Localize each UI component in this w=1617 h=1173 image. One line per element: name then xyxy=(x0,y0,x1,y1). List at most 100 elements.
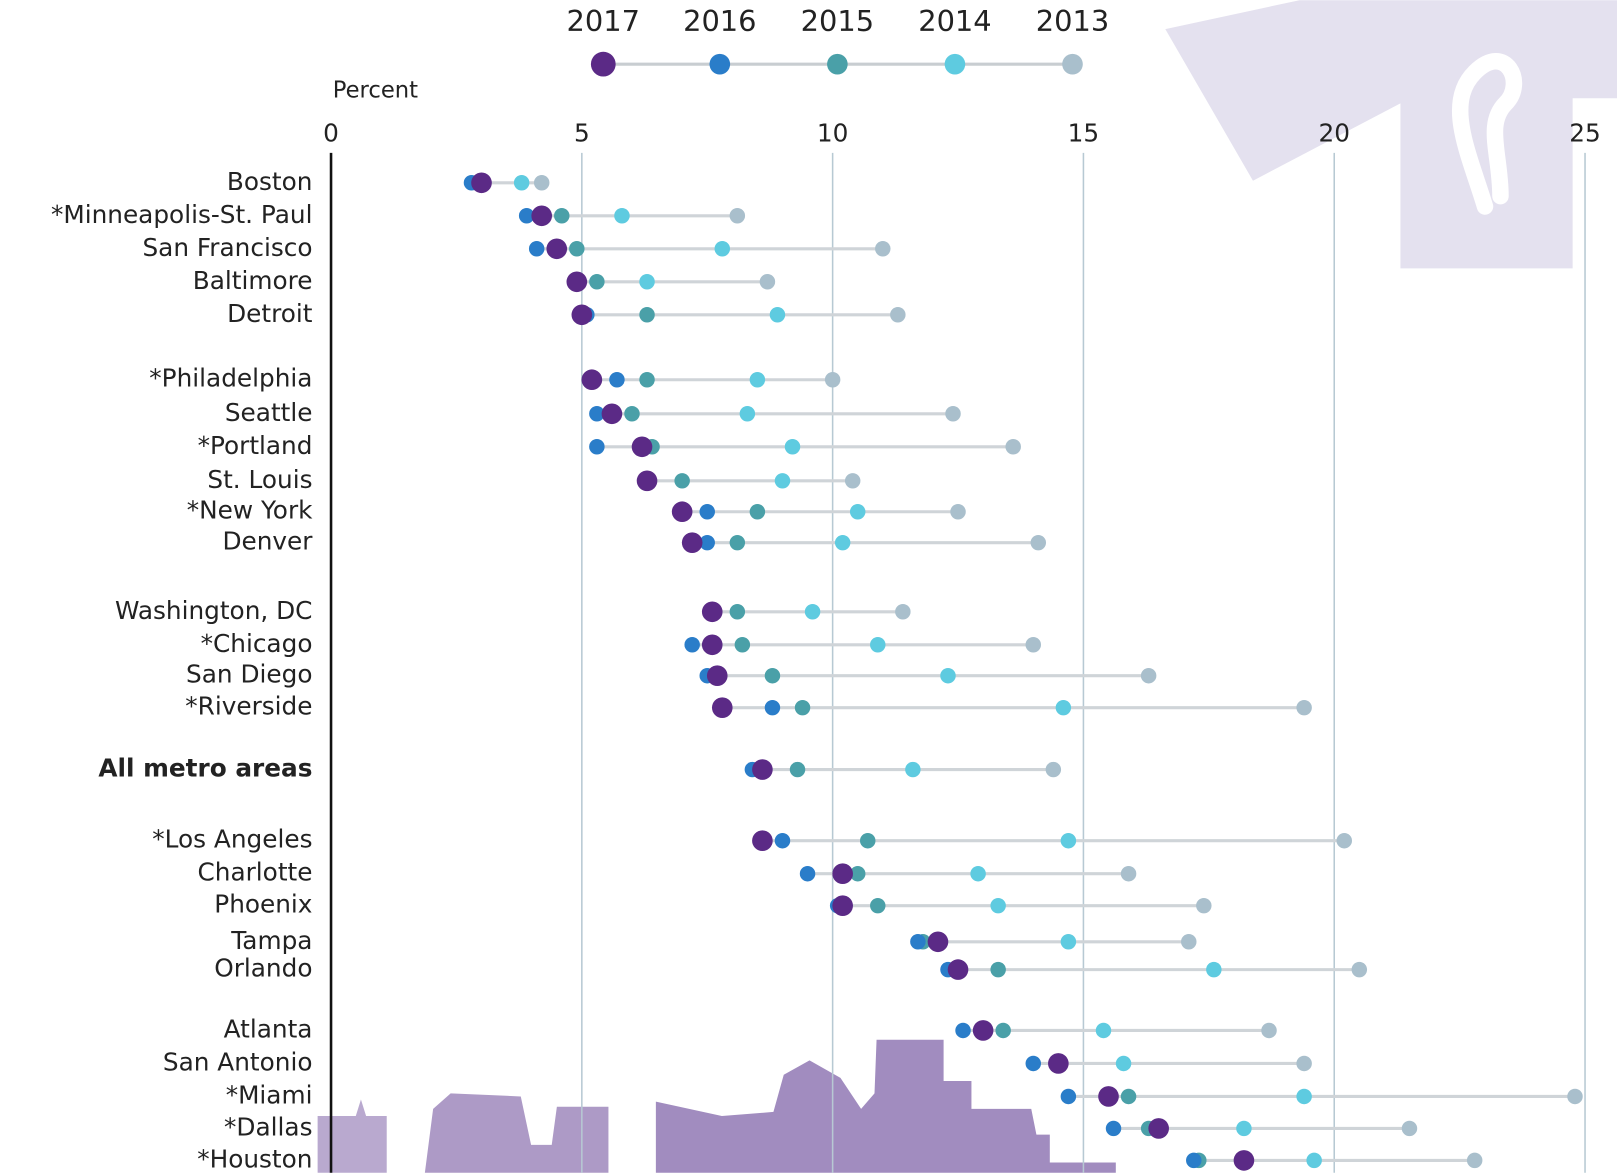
dot xyxy=(870,637,885,652)
dot xyxy=(602,403,623,424)
dot xyxy=(995,1023,1010,1038)
dot xyxy=(760,274,775,289)
category-label: *Dallas xyxy=(224,1112,312,1141)
dot xyxy=(1148,1118,1169,1139)
dot xyxy=(707,665,728,686)
dot xyxy=(715,241,730,256)
dot xyxy=(554,208,569,223)
dot xyxy=(870,898,885,913)
dot xyxy=(973,1020,994,1041)
category-label: *Portland xyxy=(198,431,313,460)
dot xyxy=(1306,1153,1321,1168)
dot xyxy=(674,473,689,488)
dot xyxy=(639,307,654,322)
dot xyxy=(1206,962,1221,977)
dot xyxy=(609,372,624,387)
dot xyxy=(702,634,723,655)
dot xyxy=(795,700,810,715)
dot xyxy=(875,241,890,256)
dot xyxy=(589,274,604,289)
dot xyxy=(940,668,955,683)
category-label: Phoenix xyxy=(214,890,312,919)
dot xyxy=(752,759,773,780)
category-label: *New York xyxy=(187,496,313,525)
dot xyxy=(832,863,853,884)
legend-dot xyxy=(945,54,966,75)
dot xyxy=(1296,700,1311,715)
dot xyxy=(805,604,820,619)
category-label: *Chicago xyxy=(201,629,313,658)
dot xyxy=(672,501,693,522)
category-label: San Antonio xyxy=(163,1047,313,1076)
dot xyxy=(1186,1153,1201,1168)
dot xyxy=(1046,762,1061,777)
dot xyxy=(832,895,853,916)
dot xyxy=(1236,1121,1251,1136)
dot xyxy=(1061,833,1076,848)
category-label: Detroit xyxy=(227,299,313,328)
dot xyxy=(752,830,773,851)
dot xyxy=(712,697,733,718)
dot xyxy=(682,532,703,553)
category-label: San Francisco xyxy=(142,233,312,262)
dot xyxy=(765,700,780,715)
dot xyxy=(1026,637,1041,652)
dot xyxy=(800,866,815,881)
dot xyxy=(1181,934,1196,949)
dot xyxy=(1031,535,1046,550)
dot xyxy=(534,175,549,190)
dot xyxy=(1061,1089,1076,1104)
background-decoration xyxy=(318,0,1617,1173)
dot xyxy=(1048,1053,1069,1074)
dot xyxy=(955,1023,970,1038)
legend-label: 2014 xyxy=(918,4,991,38)
dot xyxy=(1121,866,1136,881)
dot xyxy=(1352,962,1367,977)
dot xyxy=(890,307,905,322)
dot xyxy=(639,372,654,387)
dot xyxy=(1116,1056,1131,1071)
dot xyxy=(1098,1086,1119,1107)
dot xyxy=(684,637,699,652)
dot xyxy=(730,535,745,550)
category-label: Charlotte xyxy=(198,858,313,887)
dot xyxy=(589,439,604,454)
dot xyxy=(1234,1150,1255,1171)
dot xyxy=(624,406,639,421)
category-label: Seattle xyxy=(225,398,313,427)
dot xyxy=(639,274,654,289)
dot xyxy=(850,504,865,519)
dot xyxy=(860,833,875,848)
category-label: *Los Angeles xyxy=(152,825,312,854)
x-tick-label: 25 xyxy=(1569,118,1601,147)
dot xyxy=(775,473,790,488)
dot xyxy=(945,406,960,421)
x-tick-label: 10 xyxy=(817,118,849,147)
dot xyxy=(1296,1089,1311,1104)
category-label: Atlanta xyxy=(224,1014,313,1043)
category-label: *Riverside xyxy=(185,692,312,721)
dot xyxy=(569,241,584,256)
dot xyxy=(1402,1121,1417,1136)
chart: Percent 051015202520172016201520142013Bo… xyxy=(0,0,1617,1173)
legend-label: 2017 xyxy=(567,4,640,38)
dot xyxy=(514,175,529,190)
dot xyxy=(948,959,969,980)
dot xyxy=(1196,898,1211,913)
dot xyxy=(1026,1056,1041,1071)
dot xyxy=(928,931,949,952)
dot xyxy=(702,601,723,622)
x-tick-label: 15 xyxy=(1068,118,1099,147)
dot xyxy=(730,208,745,223)
dot xyxy=(699,504,714,519)
x-tick-label: 5 xyxy=(574,118,590,147)
dot xyxy=(529,241,544,256)
dot xyxy=(750,504,765,519)
dot xyxy=(990,962,1005,977)
dot xyxy=(1056,700,1071,715)
category-label: St. Louis xyxy=(207,465,312,494)
legend-label: 2016 xyxy=(683,4,756,38)
dot xyxy=(1106,1121,1121,1136)
dot xyxy=(1296,1056,1311,1071)
legend-dot xyxy=(710,54,731,75)
